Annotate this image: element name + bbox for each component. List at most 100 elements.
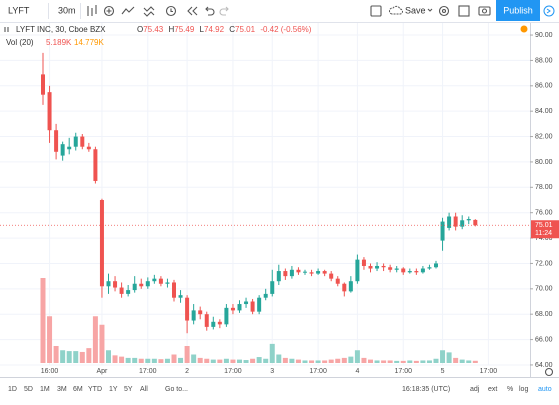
range-button[interactable]: 6M xyxy=(73,386,83,393)
candle-body xyxy=(224,307,229,325)
volume-bar xyxy=(47,316,53,363)
templates-button[interactable] xyxy=(143,6,155,17)
scale-option[interactable]: adj xyxy=(470,386,480,393)
y-tick-label: 88.00 xyxy=(535,57,553,64)
candle-body xyxy=(420,268,425,273)
compare-button[interactable] xyxy=(121,6,135,15)
volume-bar xyxy=(164,358,170,363)
alert-button[interactable] xyxy=(165,5,177,17)
share-button[interactable] xyxy=(543,5,555,17)
range-button[interactable]: All xyxy=(140,386,148,393)
candle-body xyxy=(191,310,196,321)
candle-body xyxy=(54,130,59,152)
undo-button[interactable] xyxy=(205,6,215,16)
candle-body xyxy=(316,271,321,274)
x-tick-label: 17:00 xyxy=(139,368,157,375)
alert-dot[interactable] xyxy=(520,25,528,33)
o-value: 75.43 xyxy=(143,25,164,34)
volume-bar xyxy=(354,350,360,363)
candle-body xyxy=(296,269,301,273)
range-button[interactable]: 1D xyxy=(8,386,17,393)
goto-button[interactable]: Go to... xyxy=(165,386,188,393)
y-tick-label: 84.00 xyxy=(535,108,553,115)
volume-bar xyxy=(269,343,275,363)
x-tick-label: 16:00 xyxy=(41,368,59,375)
volume-bar xyxy=(426,360,432,363)
chart-settings[interactable] xyxy=(544,367,554,377)
candle-body xyxy=(401,268,406,273)
candle-body xyxy=(139,283,144,287)
candle-body xyxy=(276,271,281,282)
candle-body xyxy=(473,219,478,226)
range-button[interactable]: 1Y xyxy=(109,386,118,393)
x-tick-label: Apr xyxy=(96,368,108,375)
y-tick-label: 80.00 xyxy=(535,159,553,166)
scale-option[interactable]: log xyxy=(519,386,528,393)
settings-button[interactable] xyxy=(438,5,450,17)
layout-button[interactable] xyxy=(370,5,382,17)
candle-body xyxy=(165,282,170,284)
symbol-search[interactable]: LYFT xyxy=(8,5,30,15)
scale-option[interactable]: % xyxy=(507,386,513,393)
publish-label: Publish xyxy=(503,5,533,15)
volume-bar xyxy=(237,359,242,363)
volume-bar xyxy=(158,359,164,363)
candle-body xyxy=(355,259,360,282)
save-button[interactable]: Save xyxy=(405,5,426,15)
y-tick-label: 74.00 xyxy=(535,235,553,242)
volume-bar xyxy=(420,360,426,363)
clock: 16:18:35 (UTC) xyxy=(402,386,450,393)
volume-bar xyxy=(368,359,373,363)
volume-bar xyxy=(289,358,295,363)
y-tick-label: 86.00 xyxy=(535,83,553,90)
x-tick-label: 4 xyxy=(355,368,359,375)
change-value: -0.42 (-0.56%) xyxy=(260,25,311,34)
range-button[interactable]: 3M xyxy=(57,386,67,393)
snapshot-button[interactable] xyxy=(478,6,491,16)
candle-body xyxy=(230,307,235,311)
volume-bar xyxy=(315,360,321,363)
volume-bar xyxy=(106,350,111,363)
indicators-button[interactable] xyxy=(103,5,115,17)
volume-bar xyxy=(433,358,439,363)
redo-button[interactable] xyxy=(219,6,229,16)
volume-bar xyxy=(145,358,151,363)
volume-bar xyxy=(407,360,413,363)
scale-option[interactable]: auto xyxy=(538,386,552,393)
volume-bar xyxy=(387,360,393,363)
candle-body xyxy=(447,216,452,228)
range-button[interactable]: 1M xyxy=(40,386,50,393)
candle-body xyxy=(329,273,334,279)
last-price-tag xyxy=(531,220,559,239)
scale-option[interactable]: ext xyxy=(488,386,497,393)
legend-toggle[interactable] xyxy=(4,27,9,32)
replay-button[interactable] xyxy=(187,6,198,16)
save-menu[interactable] xyxy=(427,8,433,12)
range-button[interactable]: 5D xyxy=(24,386,33,393)
candle-body xyxy=(198,310,203,315)
chart-style-button[interactable] xyxy=(87,5,97,16)
y-tick-label: 70.00 xyxy=(535,286,553,293)
fullscreen-button[interactable] xyxy=(458,5,470,17)
candle-body xyxy=(322,271,327,274)
volume-bar xyxy=(282,357,288,363)
candle-body xyxy=(119,287,124,294)
volume-bar xyxy=(184,346,190,363)
candle-body xyxy=(211,321,216,327)
candle-body xyxy=(106,281,111,287)
legend-ohlc: O75.43 H75.49 L74.92 C75.01 -0.42 (-0.56… xyxy=(137,25,312,34)
volume-bar xyxy=(92,316,98,363)
publish-button[interactable] xyxy=(496,0,540,21)
top-toolbar xyxy=(0,0,559,22)
interval-button[interactable]: 30m xyxy=(58,5,76,15)
volume-bar xyxy=(99,324,105,363)
candle-body xyxy=(460,220,465,227)
range-button[interactable]: YTD xyxy=(88,386,102,393)
volume-bar xyxy=(466,360,472,363)
candle-body xyxy=(217,321,222,325)
range-button[interactable]: 5Y xyxy=(124,386,133,393)
x-tick-label: 17:00 xyxy=(224,368,242,375)
x-tick-label: 2 xyxy=(185,368,189,375)
candle-body xyxy=(60,144,65,156)
candle-body xyxy=(73,136,78,147)
